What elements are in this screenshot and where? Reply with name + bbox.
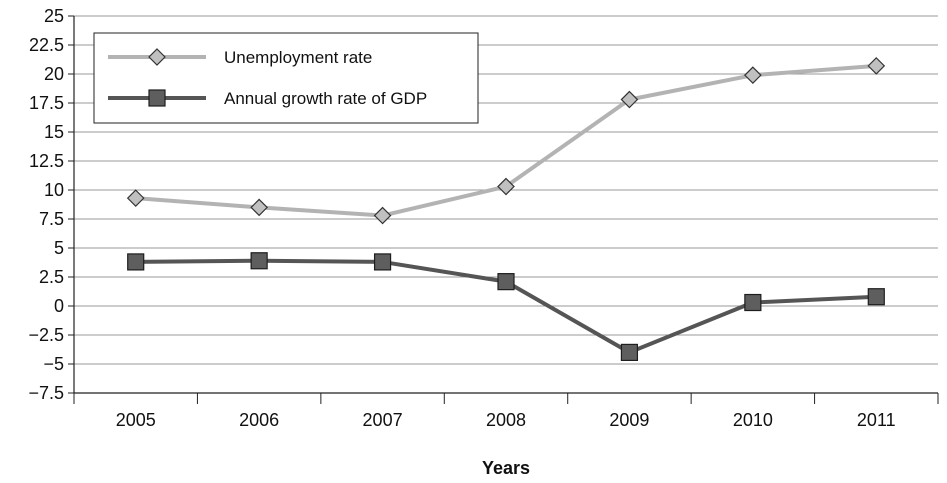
data-point-diamond xyxy=(497,177,515,196)
x-tick-label: 2007 xyxy=(363,410,403,430)
legend-marker-square xyxy=(148,89,166,107)
x-tick-label: 2009 xyxy=(609,410,649,430)
legend-marker-diamond xyxy=(148,48,166,66)
data-point-square xyxy=(744,293,762,312)
y-tick-label: 10 xyxy=(44,180,64,200)
x-tick-label: 2006 xyxy=(239,410,279,430)
y-tick-label: 12.5 xyxy=(29,151,64,171)
y-tick-label: 7.5 xyxy=(39,209,64,229)
axes: 25 22.5 20 17.5 15 12.5 10 7.5 5 2.5 0 −2.5 −5 −7.5 20… xyxy=(28,6,939,430)
legend-label: Annual growth rate of GDP xyxy=(224,89,427,108)
x-tick-label: 2005 xyxy=(116,410,156,430)
data-point-diamond xyxy=(126,189,145,207)
y-tick-label: 25 xyxy=(44,6,64,26)
x-tick-label: 2011 xyxy=(857,410,896,430)
data-point-square xyxy=(127,253,145,271)
y-tick-label: 22.5 xyxy=(29,35,64,55)
data-point-diamond xyxy=(373,206,392,225)
data-point-square xyxy=(620,343,639,361)
series-lines xyxy=(126,57,886,361)
data-point-diamond xyxy=(744,66,762,85)
y-tick-label: −7.5 xyxy=(28,383,64,403)
y-tick-label: 0 xyxy=(54,296,64,316)
data-point-diamond xyxy=(620,90,639,109)
data-point-square xyxy=(867,288,885,306)
y-tick-label: −5 xyxy=(43,354,64,374)
legend-item: Annual growth rate of GDP xyxy=(108,89,427,108)
series-gdp-growth-rate xyxy=(127,252,885,361)
data-point-diamond xyxy=(867,57,886,75)
y-tick-label: 17.5 xyxy=(29,93,64,113)
x-axis-title: Years xyxy=(482,458,530,478)
series-unemployment-rate xyxy=(126,57,886,225)
legend-label: Unemployment rate xyxy=(224,48,372,67)
data-point-square xyxy=(373,253,392,271)
y-tick-label: 5 xyxy=(54,238,64,258)
legend: Unemployment rate Annual growth rate of G… xyxy=(93,32,479,124)
legend-item: Unemployment rate xyxy=(108,48,372,67)
legend-box xyxy=(93,32,479,124)
y-tick-label: −2.5 xyxy=(28,325,64,345)
x-tick-label: 2008 xyxy=(486,410,526,430)
y-tick-label: 2.5 xyxy=(39,267,64,287)
y-tick-label: 20 xyxy=(44,64,64,84)
data-point-square xyxy=(497,273,515,291)
x-tick-label: 2010 xyxy=(733,410,773,430)
data-point-diamond xyxy=(250,198,268,217)
y-tick-label: 15 xyxy=(44,122,64,142)
data-point-square xyxy=(250,252,268,270)
